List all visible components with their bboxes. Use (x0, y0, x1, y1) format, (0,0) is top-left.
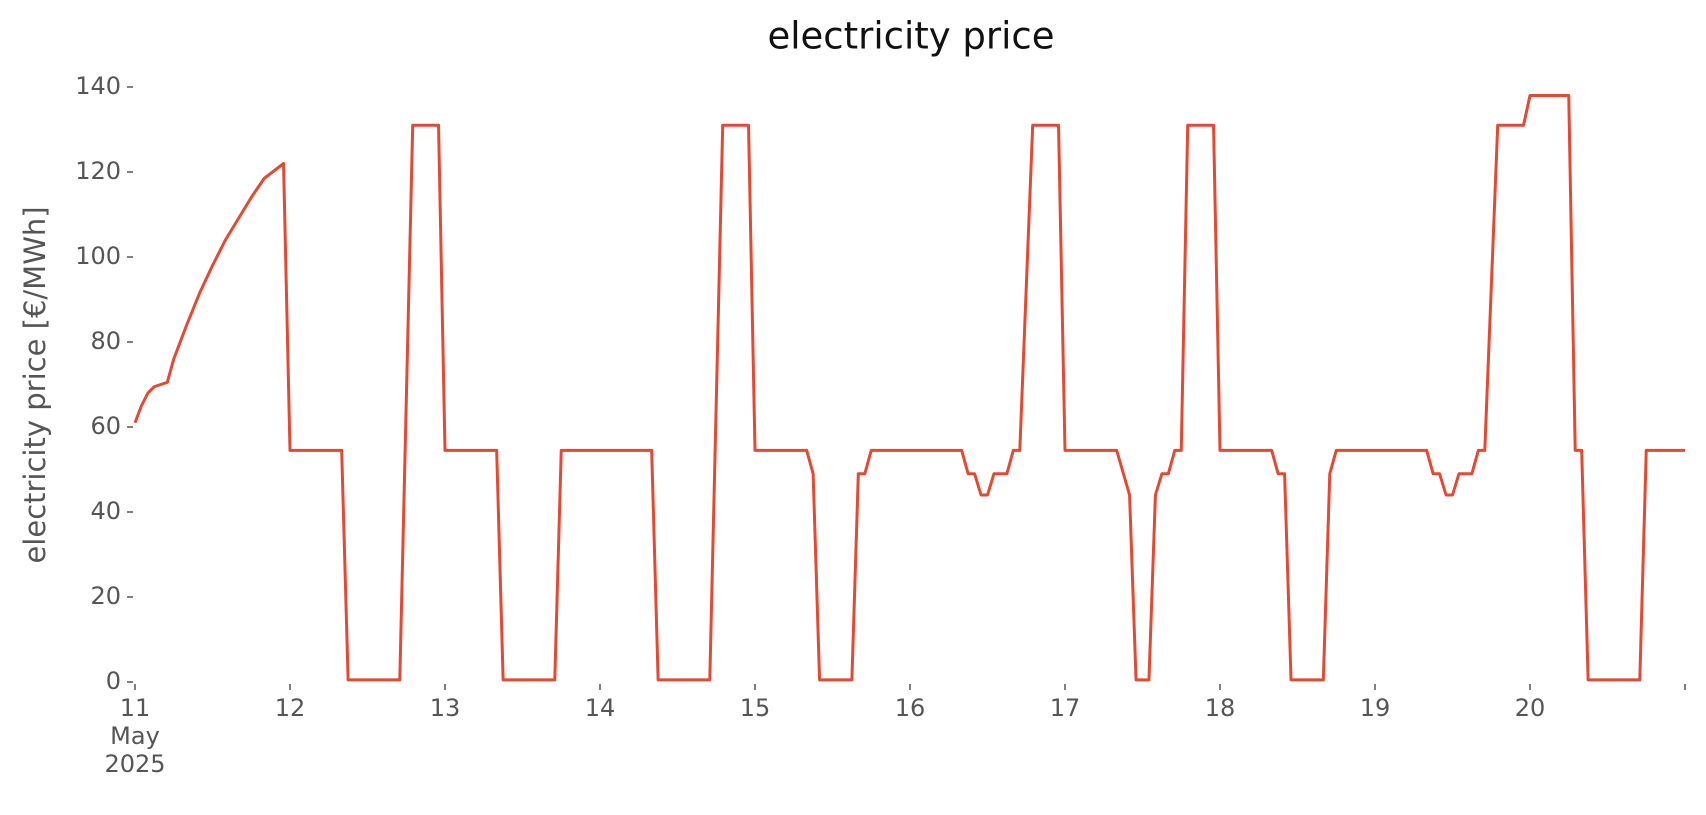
x-tick-label: 18 (1204, 694, 1236, 722)
x-tick-label: 14 (584, 694, 616, 722)
x-tick-label: 11 May 2025 (104, 694, 166, 778)
x-tick-label: 20 (1514, 694, 1546, 722)
y-tick-label: 20 (90, 582, 121, 610)
y-tick-label: 120 (75, 157, 121, 185)
y-tick-label: 100 (75, 242, 121, 270)
y-tick-label: 0 (106, 667, 121, 695)
x-tick-label: 12 (274, 694, 306, 722)
y-tick-label: 140 (75, 72, 121, 100)
x-tick-label: 17 (1049, 694, 1081, 722)
x-tick-label: 16 (894, 694, 926, 722)
x-tick-label: 19 (1359, 694, 1391, 722)
y-tick-label: 40 (90, 497, 121, 525)
y-axis-label: electricity price [€/MWh] (18, 206, 52, 563)
x-tick-label: 13 (429, 694, 461, 722)
y-tick-label: 80 (90, 327, 121, 355)
chart-title: electricity price (767, 15, 1054, 58)
y-tick-label: 60 (90, 412, 121, 440)
x-tick-label: 15 (739, 694, 771, 722)
price-line (133, 94, 1685, 682)
